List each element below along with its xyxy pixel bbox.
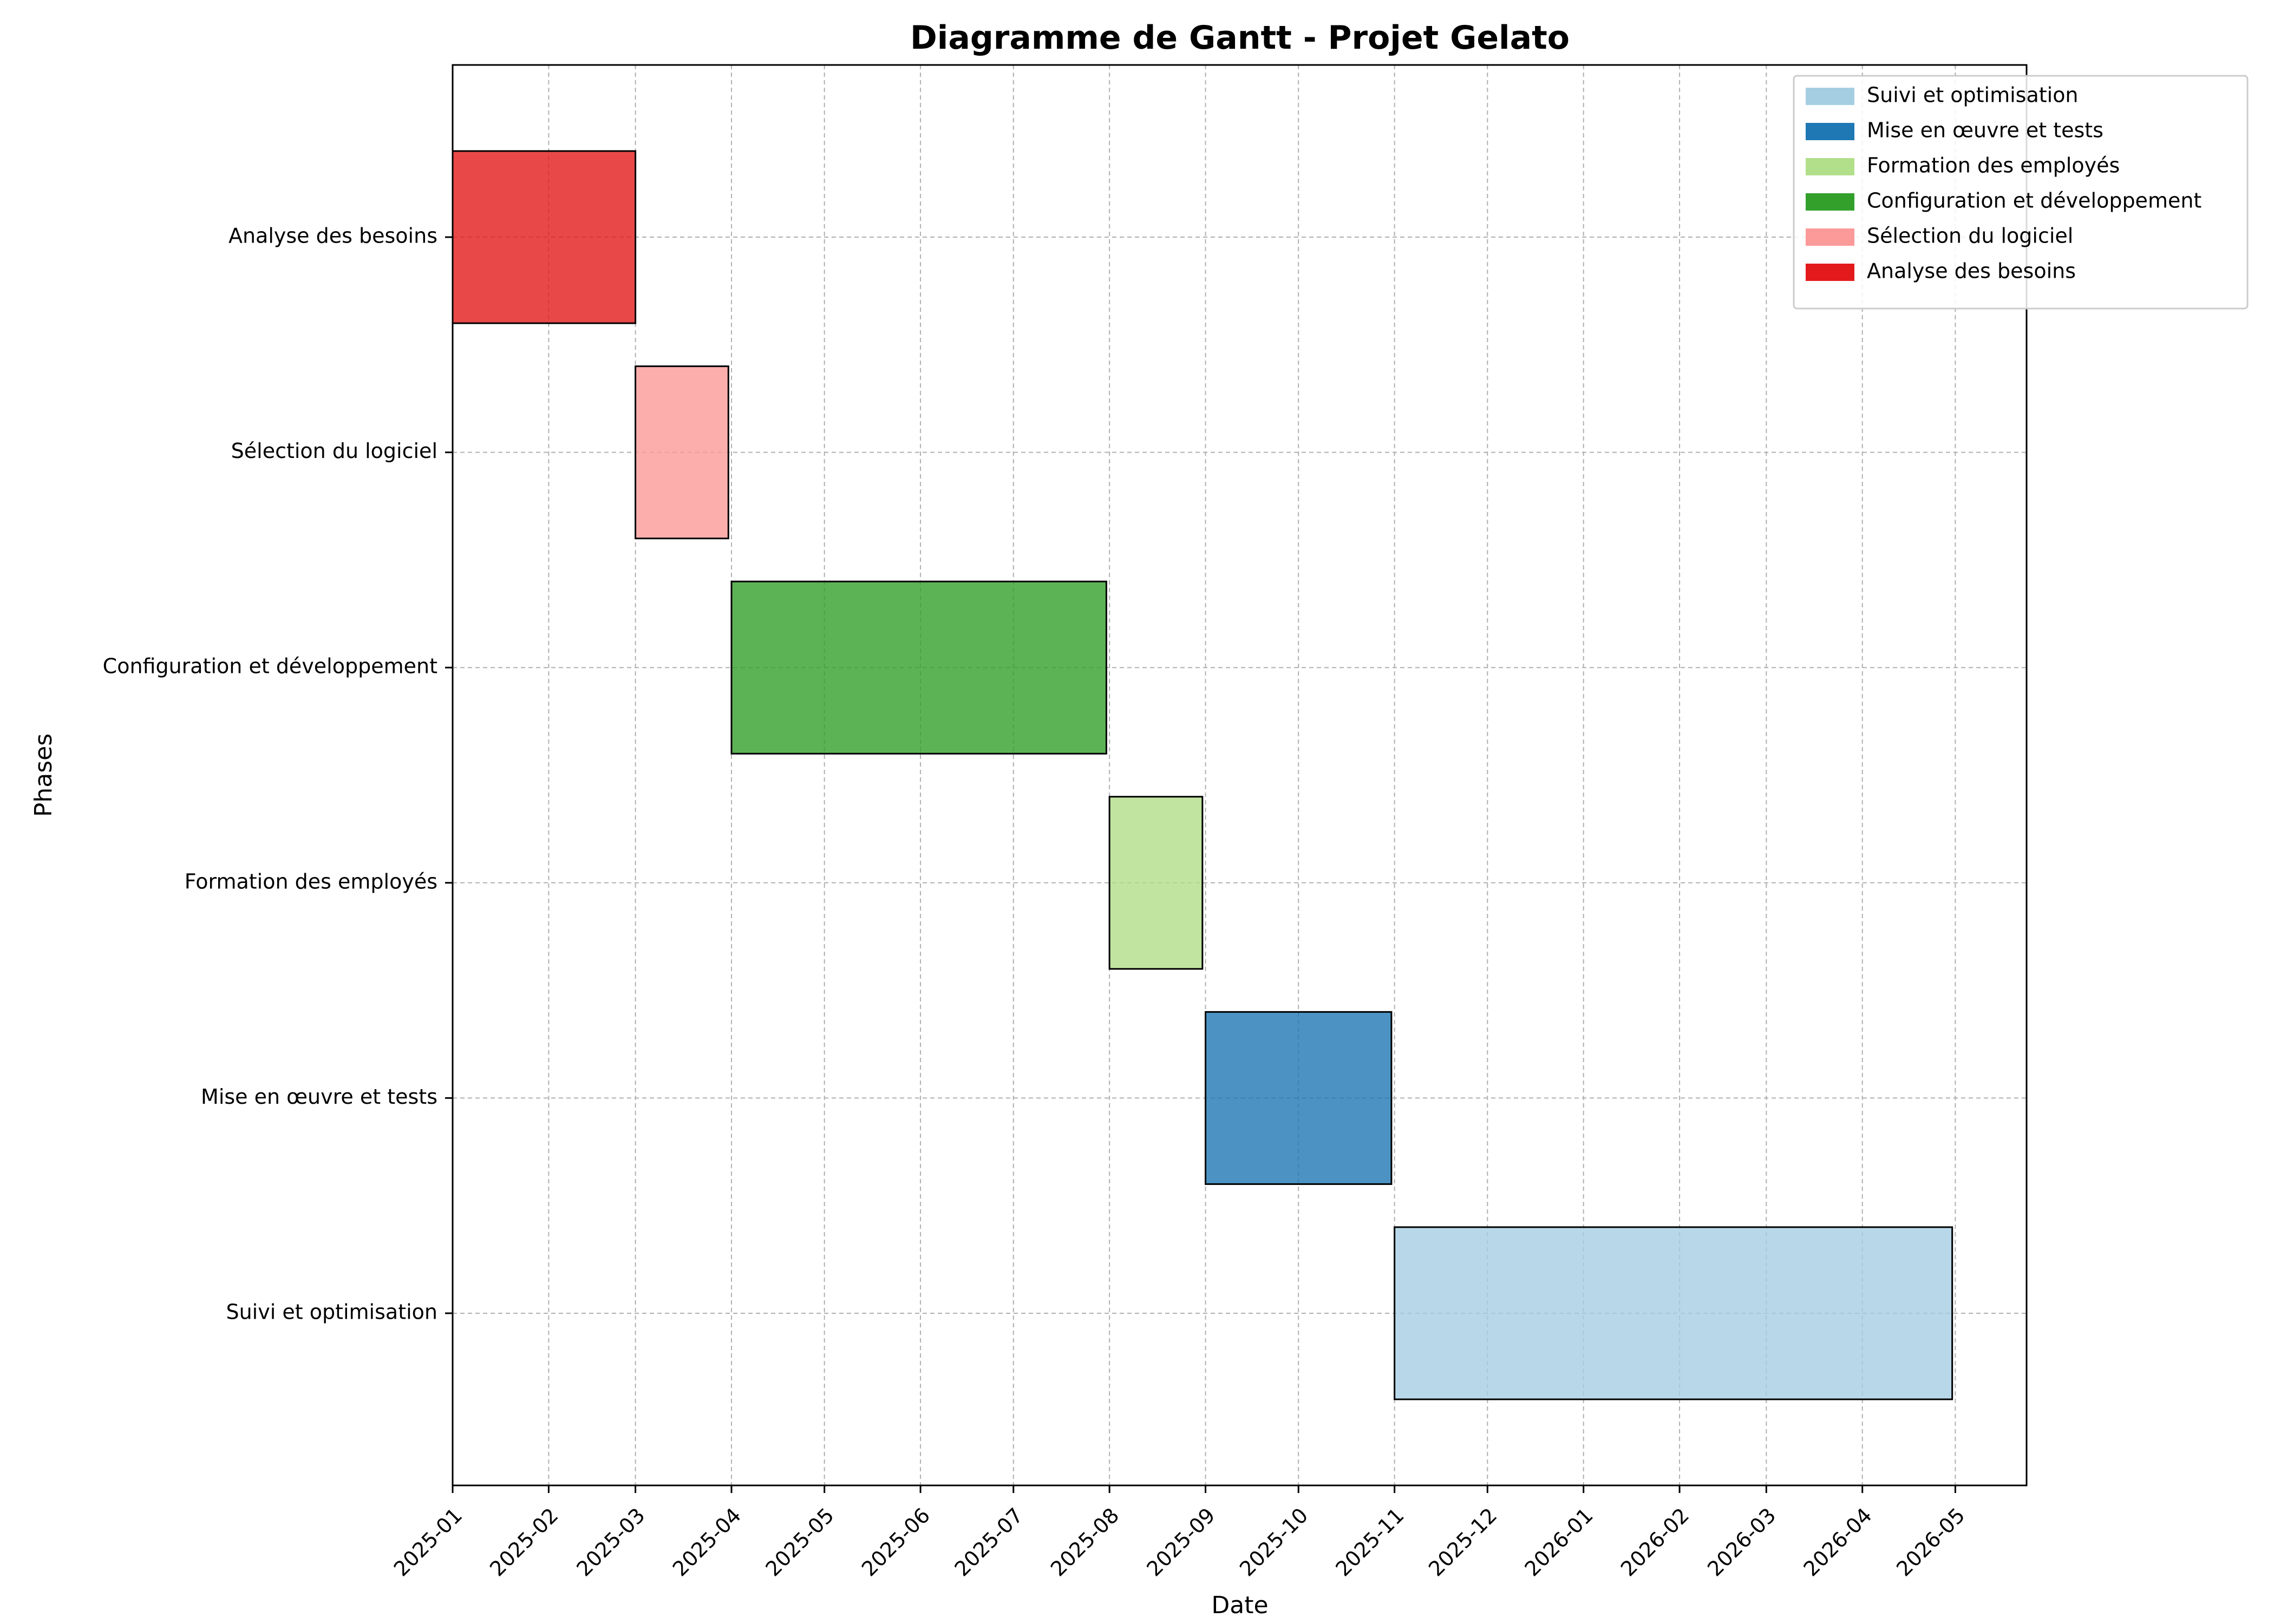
legend-swatch <box>1806 158 1854 175</box>
y-tick-label: Sélection du logiciel <box>231 439 437 463</box>
x-tick-label: 2025-04 <box>668 1503 746 1581</box>
y-tick-label: Analyse des besoins <box>228 224 437 248</box>
plot-frame <box>452 64 2028 1487</box>
x-tick-label: 2025-02 <box>485 1503 563 1581</box>
x-tick-label: 2026-01 <box>1520 1503 1597 1581</box>
x-tick-label: 2025-12 <box>1424 1503 1501 1581</box>
gantt-bar <box>1205 1011 1393 1185</box>
gantt-bar <box>1394 1226 1953 1400</box>
x-tick-label: 2025-07 <box>950 1503 1028 1581</box>
x-tick-label: 2025-03 <box>572 1503 649 1581</box>
y-tick-label: Suivi et optimisation <box>226 1300 437 1324</box>
gantt-bar <box>1108 796 1204 970</box>
bars <box>452 150 1953 1400</box>
gantt-bar <box>452 150 637 324</box>
x-tick-label: 2026-04 <box>1799 1503 1876 1581</box>
legend-swatch <box>1806 193 1854 211</box>
x-tick-label: 2026-03 <box>1703 1503 1780 1581</box>
x-tick-label: 2025-01 <box>389 1503 467 1581</box>
legend-box <box>1793 75 2249 310</box>
x-tick-label: 2025-11 <box>1331 1503 1408 1581</box>
legend-swatch <box>1806 123 1854 140</box>
legend: Suivi et optimisation Mise en œuvre et te… <box>1793 75 2249 310</box>
gantt-bar <box>730 580 1107 755</box>
legend-label: Configuration et développement <box>1867 189 2201 213</box>
legend-label: Formation des employés <box>1867 154 2120 178</box>
legend-label: Suivi et optimisation <box>1867 83 2079 107</box>
x-tick-label: 2025-05 <box>761 1503 838 1581</box>
x-tick-label: 2026-02 <box>1616 1503 1694 1581</box>
x-tick-label: 2026-05 <box>1892 1503 1969 1581</box>
y-axis-label: Phases <box>30 734 57 817</box>
x-tick-label: 2025-08 <box>1046 1503 1123 1581</box>
legend-swatch <box>1806 88 1854 105</box>
gantt-bar <box>635 365 729 540</box>
y-tick-label: Formation des employés <box>185 869 437 893</box>
x-axis-label: Date <box>1211 1592 1268 1619</box>
x-tick-label: 2025-10 <box>1235 1503 1312 1581</box>
x-tick-label: 2025-09 <box>1142 1503 1219 1581</box>
legend-label: Mise en œuvre et tests <box>1867 119 2103 142</box>
y-axis-ticks: Analyse des besoins Sélection du logiciel… <box>103 224 453 1324</box>
x-tick-label: 2025-06 <box>857 1503 935 1581</box>
y-tick-label: Configuration et développement <box>103 654 437 678</box>
legend-label: Analyse des besoins <box>1867 259 2076 283</box>
legend-label: Sélection du logiciel <box>1867 224 2073 248</box>
legend-swatch <box>1806 228 1854 246</box>
legend-swatch <box>1806 264 1854 281</box>
y-tick-label: Mise en œuvre et tests <box>201 1085 437 1109</box>
chart-title: Diagramme de Gantt - Projet Gelato <box>910 19 1570 57</box>
x-axis-ticks: 2025-01 2025-02 2025-03 2025-04 2025-05 2025-… <box>389 1485 1970 1581</box>
